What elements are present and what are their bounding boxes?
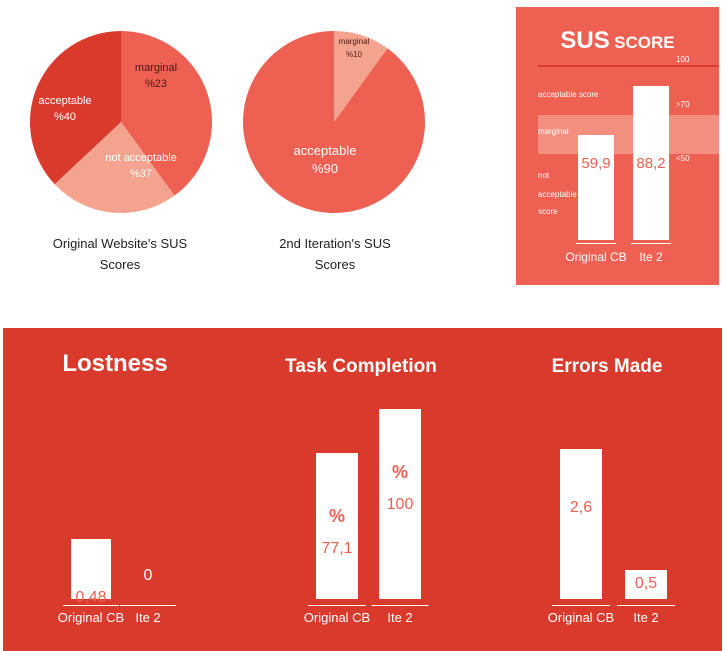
sus-band-not-2: acceptable xyxy=(538,190,577,199)
sus-bar xyxy=(578,135,614,240)
metric-category-label: Original CB xyxy=(547,610,615,625)
pie-label: marginal xyxy=(135,62,177,74)
sus-band-acceptable: acceptable score xyxy=(538,90,599,99)
sus-scale-lower: <50 xyxy=(676,154,690,163)
metric-baseline xyxy=(120,605,176,606)
sus-bar-value: 88,2 xyxy=(636,155,666,172)
metric-baseline xyxy=(371,605,429,606)
metric-baseline xyxy=(308,605,366,606)
pie-value-label: %90 xyxy=(312,161,338,176)
pie-caption-original: Original Website's SUS Scores xyxy=(30,233,210,275)
sus-band-marginal: marginal xyxy=(538,127,569,136)
metric-bar xyxy=(379,409,421,599)
sus-bar-value: 59,9 xyxy=(581,155,611,172)
metric-baseline xyxy=(63,605,119,606)
metric-category-label: Original CB xyxy=(57,610,125,625)
pie-caption-original-line2: Scores xyxy=(99,257,141,272)
sus-title-main: SUS xyxy=(560,27,610,54)
sus-top-line xyxy=(538,65,719,67)
metric-bar-value: 0 xyxy=(143,567,153,584)
sus-bar xyxy=(633,85,669,240)
sus-scale-upper: >70 xyxy=(676,100,690,109)
metric-category-label: Ite 2 xyxy=(633,610,659,625)
pie-chart-original: acceptable %40 marginal %23 not acceptable %3… xyxy=(29,31,213,213)
metric-bar xyxy=(316,452,358,599)
pie-slice-acceptable xyxy=(121,31,213,196)
pie-caption-iteration2: 2nd Iteration's SUS Scores xyxy=(245,233,425,275)
sus-band-not-3: score xyxy=(538,207,558,216)
pie-slice-marginal xyxy=(334,31,388,122)
sus-title: SUS SCORE xyxy=(516,27,719,55)
lostness-title: Lostness xyxy=(62,350,168,377)
pie-caption-iteration2-line2: Scores xyxy=(314,257,356,272)
pie-slice-not-acceptable xyxy=(29,31,121,185)
pie-caption-original-line1: Original Website's SUS xyxy=(52,236,188,251)
metric-bar-value: 77,1 xyxy=(321,539,353,557)
sus-band-not-1: not xyxy=(538,171,550,180)
metric-bar-value: 100 xyxy=(386,496,414,513)
pie-value-label: %40 xyxy=(54,111,76,123)
metric-bar-value: 0,48 xyxy=(75,589,107,606)
percent-symbol: % xyxy=(391,462,408,482)
metric-baseline xyxy=(617,605,675,606)
sus-category-label: Original CB xyxy=(565,250,627,264)
metric-bar xyxy=(560,449,602,599)
metric-category-label: Ite 2 xyxy=(135,610,161,625)
pie-label: not acceptable xyxy=(105,152,177,164)
percent-symbol: % xyxy=(328,505,345,526)
sus-title-sub: SCORE xyxy=(614,33,675,52)
metric-bar xyxy=(71,539,111,599)
metric-bar-value: 0,5 xyxy=(634,574,658,592)
sus-category-label: Ite 2 xyxy=(639,250,663,264)
sus-scale-top: 100 xyxy=(676,55,690,64)
pie-value-label: %23 xyxy=(145,78,167,90)
pie-slice-marginal xyxy=(54,122,175,213)
pie-label: marginal xyxy=(339,37,370,46)
pie-label: acceptable xyxy=(38,95,91,107)
sus-baseline xyxy=(576,243,616,244)
pie-chart-iteration2: marginal %10 acceptable %90 xyxy=(243,31,425,213)
metric-category-label: Original CB xyxy=(303,610,371,625)
pie-slice-acceptable xyxy=(243,31,425,213)
task-completion-title: Task Completion xyxy=(285,356,437,377)
pie-caption-iteration2-line1: 2nd Iteration's SUS xyxy=(279,236,391,251)
metric-bar xyxy=(625,570,667,599)
metric-baseline xyxy=(552,605,610,606)
sus-score-panel: SUS SCORE 100 acceptable score marginal … xyxy=(516,7,719,285)
errors-made-title: Errors Made xyxy=(551,356,663,377)
pie-value-label: %37 xyxy=(130,168,152,180)
metrics-panel: Lostness Task Completion Errors Made 0,4… xyxy=(3,328,722,651)
pie-value-label: %10 xyxy=(346,50,363,59)
metric-bar-value: 2,6 xyxy=(569,499,593,516)
sus-baseline xyxy=(631,243,671,244)
pie-label: acceptable xyxy=(294,143,357,158)
sus-marginal-band xyxy=(538,115,719,154)
metric-category-label: Ite 2 xyxy=(387,610,413,625)
